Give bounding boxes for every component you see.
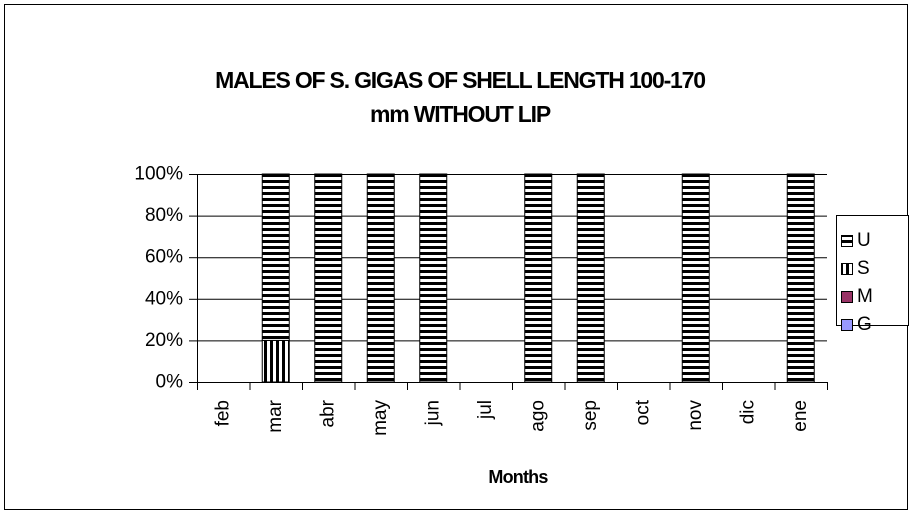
chart-border — [4, 4, 908, 510]
x-tick-label: dic — [737, 400, 758, 424]
bar-segment — [366, 173, 395, 383]
y-tick-label: 60% — [145, 247, 183, 268]
y-tick-label: 100% — [134, 164, 183, 185]
chart-title: MALES OF S. GIGAS OF SHELL LENGTH 100-17… — [215, 67, 705, 93]
bar-segment — [681, 173, 710, 383]
legend-label: M — [857, 286, 873, 307]
bar-segment — [419, 173, 448, 383]
x-tick-label: ene — [790, 400, 811, 432]
x-tick-label: abr — [317, 399, 338, 427]
y-tick-label: 0% — [156, 372, 184, 393]
x-axis-title: Months — [488, 467, 548, 487]
legend-swatch — [841, 263, 853, 275]
legend-swatch — [841, 319, 853, 331]
x-tick-label: oct — [632, 399, 653, 425]
bar-segment — [314, 173, 343, 383]
x-tick-label: may — [370, 400, 391, 436]
x-tick-label: sep — [580, 400, 601, 431]
chart-title: mm WITHOUT LIP — [370, 101, 551, 127]
x-tick-label: nov — [685, 400, 706, 431]
legend-swatch — [841, 235, 853, 247]
legend-label: U — [857, 230, 871, 251]
x-tick-label: mar — [265, 399, 286, 432]
x-tick-label: feb — [212, 400, 233, 426]
bar-segment — [261, 339, 290, 383]
bar-segment — [524, 173, 553, 383]
y-tick-label: 20% — [145, 330, 183, 351]
x-tick-label: ago — [527, 400, 548, 432]
bar-segment — [261, 173, 290, 341]
bar-segment — [576, 173, 605, 383]
x-tick-label: jun — [422, 400, 443, 426]
legend-swatch — [841, 291, 853, 303]
y-tick-label: 80% — [145, 205, 183, 226]
legend-label: G — [857, 314, 872, 335]
bar-segment — [786, 173, 815, 383]
legend-label: S — [857, 258, 870, 279]
y-tick-label: 40% — [145, 288, 183, 309]
x-tick-label: jul — [475, 400, 496, 420]
